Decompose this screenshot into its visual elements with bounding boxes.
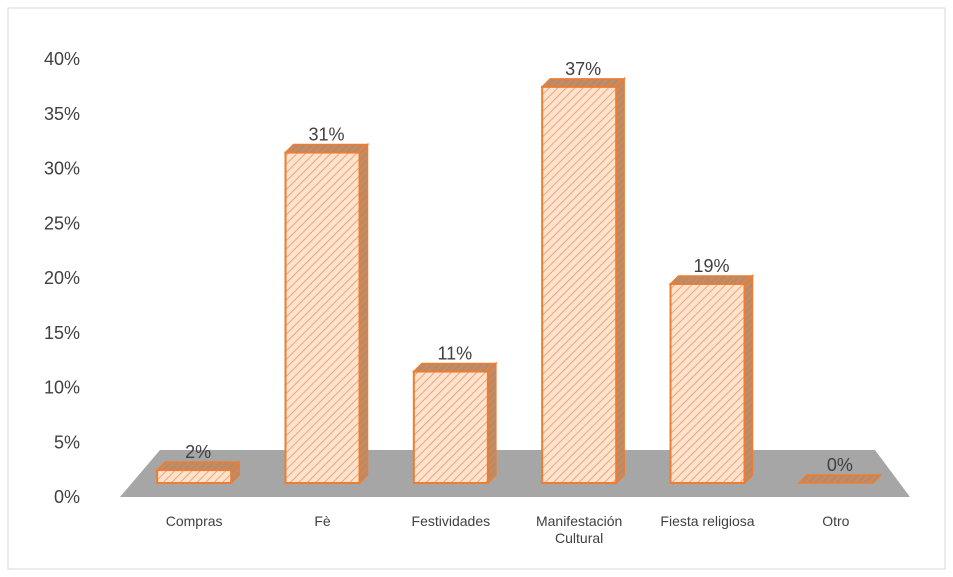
y-tick-label: 10%	[44, 378, 80, 398]
y-tick-label: 30%	[44, 159, 80, 179]
bar	[541, 85, 618, 484]
data-label: 2%	[185, 442, 211, 462]
bar-side	[358, 142, 369, 485]
bar-top	[668, 275, 755, 285]
y-tick-label: 25%	[44, 213, 80, 233]
bar	[156, 469, 233, 485]
chart-border	[7, 7, 946, 570]
y-tick-label: 15%	[44, 323, 80, 343]
y-tick-label: 5%	[54, 432, 80, 452]
data-label: 19%	[693, 256, 729, 276]
bar-top	[797, 474, 883, 484]
x-tick-label: Compras	[165, 513, 223, 529]
bar-side	[743, 274, 754, 485]
bar-top	[283, 143, 370, 154]
x-tick-label: Manifestación Cultural	[535, 513, 623, 546]
y-tick-label: 35%	[44, 104, 80, 124]
y-tick-label: 20%	[44, 268, 80, 288]
x-tick-label: Festividades	[411, 513, 491, 529]
y-tick-label: 40%	[44, 49, 80, 69]
bar-top	[540, 78, 626, 88]
bar-top	[155, 461, 241, 471]
data-label: 31%	[308, 125, 344, 145]
y-tick-label: 0%	[54, 487, 80, 507]
x-tick-label: Otro	[822, 513, 850, 529]
x-tick-label: Fè	[314, 513, 331, 529]
bar-top	[412, 362, 498, 373]
data-label: 11%	[437, 344, 472, 364]
data-label: 0%	[827, 455, 853, 475]
bar-side	[615, 77, 625, 485]
data-label: 37%	[565, 59, 601, 79]
bar	[284, 151, 361, 485]
bar	[412, 370, 489, 484]
bar-side	[487, 361, 497, 485]
x-tick-label: Fiesta religiosa	[660, 513, 755, 529]
bar	[669, 282, 746, 485]
